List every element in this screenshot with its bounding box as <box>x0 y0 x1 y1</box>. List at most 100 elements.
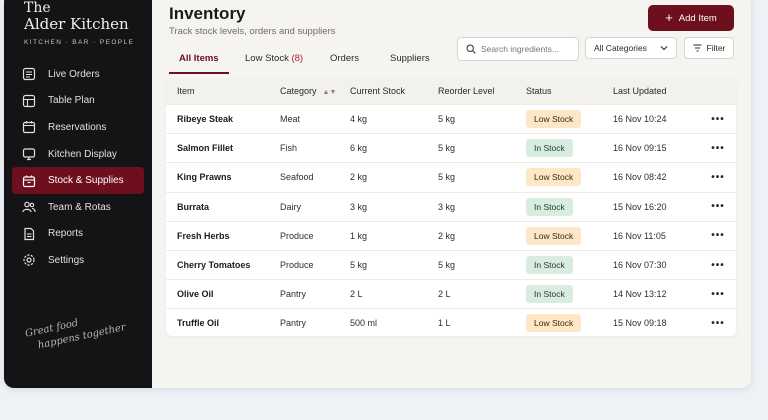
page-title: Inventory <box>169 4 246 23</box>
tab-label: Orders <box>330 52 360 64</box>
table-row[interactable]: Fresh Herbs Produce 1 kg 2 kg Low Stock … <box>166 220 736 250</box>
tab-suppliers[interactable]: Suppliers <box>390 44 430 72</box>
item-current-stock: 6 kg <box>350 143 368 154</box>
column-header-label: Category <box>280 86 317 96</box>
item-reorder-level: 2 L <box>438 289 451 300</box>
filter-label: Filter <box>706 43 726 53</box>
sidebar-item-table-plan[interactable]: Table Plan <box>12 88 144 115</box>
status-badge: Low Stock <box>526 226 582 245</box>
brand-tagline: KITCHEN · BAR · PEOPLE <box>24 39 135 46</box>
status-badge: Low Stock <box>526 314 582 333</box>
status-badge: In Stock <box>526 285 573 304</box>
plus-icon: + <box>665 10 673 25</box>
main-content: Inventory Track stock levels, orders and… <box>152 0 751 388</box>
column-header-reorder-level[interactable]: Reorder Level <box>438 86 495 96</box>
box-icon <box>22 174 36 188</box>
item-category: Fish <box>280 143 298 154</box>
more-actions-icon[interactable]: ••• <box>711 171 725 183</box>
sidebar-item-label: Team & Rotas <box>48 201 111 213</box>
table-row[interactable]: Salmon Fillet Fish 6 kg 5 kg In Stock 16… <box>166 133 736 162</box>
item-reorder-level: 5 kg <box>438 172 456 183</box>
sidebar-item-label: Reports <box>48 228 84 240</box>
more-actions-icon[interactable]: ••• <box>711 317 725 329</box>
item-reorder-level: 5 kg <box>438 114 456 125</box>
search-input[interactable]: Search ingredients... <box>457 37 579 61</box>
add-item-button[interactable]: + Add Item <box>648 5 734 31</box>
item-reorder-level: 2 kg <box>438 230 456 241</box>
status-badge: In Stock <box>526 197 573 216</box>
sort-icon[interactable]: ▲▼ <box>322 89 337 96</box>
item-current-stock: 2 kg <box>350 172 368 183</box>
table-row[interactable]: Olive Oil Pantry 2 L 2 L In Stock 14 Nov… <box>166 279 736 308</box>
status-badge: In Stock <box>526 256 573 275</box>
item-name: Fresh Herbs <box>177 230 230 241</box>
search-icon <box>466 44 476 54</box>
item-last-updated: 15 Nov 16:20 <box>613 201 667 212</box>
page-subtitle: Track stock levels, orders and suppliers <box>169 26 336 37</box>
document-icon <box>22 227 36 241</box>
brand-line2: Alder Kitchen <box>24 15 129 33</box>
table-row[interactable]: Ribeye Steak Meat 4 kg 5 kg Low Stock 16… <box>166 104 736 133</box>
item-last-updated: 16 Nov 11:05 <box>613 230 666 241</box>
status-badge: Low Stock <box>526 168 582 187</box>
team-icon <box>22 200 36 214</box>
table-row[interactable]: King Prawns Seafood 2 kg 5 kg Low Stock … <box>166 162 736 191</box>
sidebar-item-label: Reservations <box>48 121 107 133</box>
sidebar-item-team-rotas[interactable]: Team & Rotas <box>12 194 144 221</box>
sidebar-item-stock-supplies[interactable]: Stock & Supplies <box>12 167 144 194</box>
column-header-item[interactable]: Item <box>177 86 195 96</box>
tab-label: All Items <box>179 52 219 64</box>
filter-icon <box>693 44 702 52</box>
item-last-updated: 16 Nov 07:30 <box>613 260 667 271</box>
more-actions-icon[interactable]: ••• <box>711 113 725 125</box>
item-category: Produce <box>280 260 314 271</box>
table-row[interactable]: Burrata Dairy 3 kg 3 kg In Stock 15 Nov … <box>166 191 736 221</box>
column-header-current-stock[interactable]: Current Stock <box>350 86 406 96</box>
tab-bar: All Items Low Stock (8) Orders Suppliers <box>169 44 449 74</box>
gear-icon <box>22 253 36 267</box>
item-last-updated: 16 Nov 08:42 <box>613 172 667 183</box>
more-actions-icon[interactable]: ••• <box>711 259 725 271</box>
sidebar-item-label: Settings <box>48 254 85 266</box>
tab-low-stock[interactable]: Low Stock (8) <box>245 44 303 72</box>
brand-logo: The Alder Kitchen KITCHEN · BAR · PEOPLE <box>24 0 134 46</box>
column-header-last-updated[interactable]: Last Updated <box>613 86 667 96</box>
tab-all-items[interactable]: All Items <box>169 44 229 74</box>
sidebar-item-reports[interactable]: Reports <box>12 221 144 248</box>
more-actions-icon[interactable]: ••• <box>711 201 725 213</box>
item-name: King Prawns <box>177 172 232 183</box>
item-reorder-level: 3 kg <box>438 201 456 212</box>
category-select[interactable]: All Categories <box>585 37 677 59</box>
table-row[interactable]: Truffle Oil Pantry 500 ml 1 L Low Stock … <box>166 308 736 336</box>
low-stock-count: (8) <box>291 52 304 64</box>
item-name: Salmon Fillet <box>177 143 234 154</box>
column-header-status[interactable]: Status <box>526 86 552 96</box>
item-category: Seafood <box>280 172 314 183</box>
sidebar-item-live-orders[interactable]: Live Orders <box>12 61 144 88</box>
column-header-category[interactable]: Category ▲▼ <box>280 86 350 96</box>
item-last-updated: 14 Nov 13:12 <box>613 289 667 300</box>
app-window: The Alder Kitchen KITCHEN · BAR · PEOPLE… <box>4 0 751 388</box>
item-category: Pantry <box>280 289 307 300</box>
table-row[interactable]: Cherry Tomatoes Produce 5 kg 5 kg In Sto… <box>166 249 736 279</box>
add-item-label: Add Item <box>678 12 717 24</box>
tab-orders[interactable]: Orders <box>330 44 359 72</box>
item-category: Meat <box>280 114 301 125</box>
inventory-table: Item Category ▲▼ Current Stock Reorder Le… <box>166 78 736 336</box>
tab-label: Suppliers <box>390 52 430 64</box>
more-actions-icon[interactable]: ••• <box>711 230 725 242</box>
item-category: Pantry <box>280 318 307 329</box>
calendar-icon <box>22 120 36 134</box>
filter-button[interactable]: Filter <box>684 37 734 59</box>
brand-line1: The <box>24 0 51 16</box>
item-current-stock: 3 kg <box>350 201 368 212</box>
item-name: Olive Oil <box>177 289 214 300</box>
sidebar-item-reservations[interactable]: Reservations <box>12 114 144 141</box>
sidebar-item-kitchen-display[interactable]: Kitchen Display <box>12 141 144 168</box>
more-actions-icon[interactable]: ••• <box>711 142 725 154</box>
more-actions-icon[interactable]: ••• <box>711 288 725 300</box>
sidebar-item-settings[interactable]: Settings <box>12 247 144 274</box>
sidebar-tagline: Great food happens together <box>24 305 137 355</box>
item-category: Produce <box>280 230 314 241</box>
item-name: Truffle Oil <box>177 318 220 329</box>
